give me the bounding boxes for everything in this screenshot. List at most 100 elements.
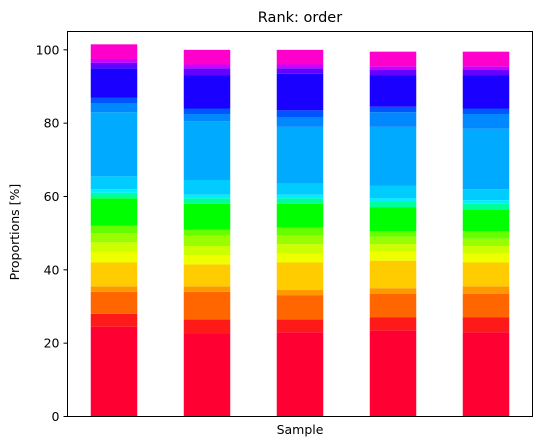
bar-segment-5-3 (462, 293, 510, 318)
bar-segment-2-5 (183, 264, 231, 287)
bar-segment-4-9 (369, 231, 417, 237)
bar-segment-5-13 (462, 189, 510, 201)
bar-segment-5-14 (462, 128, 510, 190)
bar-segment-5-7 (462, 246, 510, 254)
bar-segment-2-20 (183, 49, 231, 65)
bar-segment-2-18 (183, 68, 231, 76)
bar-segment-1-16 (90, 97, 138, 103)
bar-segment-1-7 (90, 242, 138, 252)
bar-segment-1-4 (90, 286, 138, 292)
bar-segment-2-13 (183, 180, 231, 195)
bar-segment-3-8 (276, 235, 324, 245)
bar-segment-4-15 (369, 112, 417, 127)
bar-segment-5-8 (462, 238, 510, 246)
y-tick-label: 100 (36, 42, 60, 57)
bar-segment-2-17 (183, 75, 231, 109)
bar-segment-2-7 (183, 246, 231, 256)
plot-frame (67, 31, 533, 417)
bar-segment-2-14 (183, 121, 231, 180)
bar-segment-3-13 (276, 183, 324, 195)
bar-segment-5-17 (462, 75, 510, 109)
bar-segment-2-9 (183, 229, 231, 235)
bar-segment-3-17 (276, 73, 324, 111)
bar-segment-2-2 (183, 319, 231, 334)
bar-segment-1-18 (90, 62, 138, 69)
bar-segment-2-1 (183, 334, 231, 417)
bar-segment-4-7 (369, 244, 417, 252)
bar-segment-4-20 (369, 51, 417, 67)
bar-segment-1-13 (90, 176, 138, 190)
bar-segment-4-8 (369, 236, 417, 245)
bar-segment-1-8 (90, 233, 138, 243)
bar-segment-2-4 (183, 286, 231, 292)
bar-segment-3-9 (276, 227, 324, 235)
bar-segment-3-14 (276, 126, 324, 184)
bar-segment-3-16 (276, 110, 324, 118)
bar-segment-2-12 (183, 194, 231, 199)
bar-segment-2-16 (183, 108, 231, 114)
bar-segment-3-5 (276, 262, 324, 290)
bar-segment-4-14 (369, 126, 417, 186)
bar-segment-1-9 (90, 225, 138, 234)
bar-segment-3-15 (276, 117, 324, 127)
bar-segment-5-11 (462, 203, 510, 210)
bar-segment-3-19 (276, 64, 324, 69)
y-axis-label: Proportions [%] (7, 184, 22, 281)
bar-segment-1-15 (90, 103, 138, 113)
y-tick-label: 0 (52, 409, 60, 424)
bar-segment-4-6 (369, 251, 417, 261)
bar-segment-2-15 (183, 114, 231, 122)
bar-segment-4-13 (369, 185, 417, 199)
y-ticks-group: 0 20 40 60 80 100 (36, 42, 68, 424)
x-axis-label: Sample (277, 422, 324, 437)
bar-segment-3-1 (276, 332, 324, 417)
bar-segment-3-18 (276, 68, 324, 74)
bar-segment-1-11 (90, 192, 138, 199)
bar-segment-5-2 (462, 317, 510, 333)
bar-segment-4-4 (369, 288, 417, 294)
bar-segment-5-16 (462, 108, 510, 114)
bar-segment-4-3 (369, 293, 417, 318)
bar-segment-1-20 (90, 44, 138, 59)
bar-segment-5-4 (462, 286, 510, 294)
bar-segment-5-9 (462, 231, 510, 239)
bar-segment-2-3 (183, 291, 231, 320)
bar-segment-2-8 (183, 235, 231, 246)
bar-segment-1-10 (90, 198, 138, 226)
y-tick-label: 60 (44, 189, 60, 204)
bar-segment-5-1 (462, 332, 510, 417)
bar-segment-4-19 (369, 66, 417, 70)
bar-segment-3-2 (276, 319, 324, 333)
bars-group (90, 44, 510, 417)
bar-segment-3-4 (276, 290, 324, 296)
bar-segment-4-11 (369, 202, 417, 208)
bar-segment-2-19 (183, 64, 231, 69)
bar-segment-2-10 (183, 203, 231, 230)
bar-segment-5-12 (462, 200, 510, 204)
bar-segment-1-17 (90, 68, 138, 98)
bar-segment-4-12 (369, 198, 417, 202)
bar-segment-5-19 (462, 66, 510, 70)
bar-segment-2-6 (183, 255, 231, 265)
bar-segment-4-5 (369, 260, 417, 289)
bar-segment-3-11 (276, 198, 324, 204)
chart-title: Rank: order (258, 10, 342, 26)
bar-segment-5-15 (462, 114, 510, 129)
bar-segment-1-12 (90, 189, 138, 193)
bar-segment-5-10 (462, 209, 510, 232)
bar-segment-3-10 (276, 203, 324, 228)
bar-segment-1-1 (90, 326, 138, 417)
bar-segment-1-6 (90, 251, 138, 263)
bar-segment-5-6 (462, 253, 510, 263)
bar-segment-3-7 (276, 244, 324, 254)
bar-segment-1-2 (90, 313, 138, 327)
bar-segment-4-2 (369, 317, 417, 331)
bar-segment-3-12 (276, 194, 324, 199)
bar-segment-2-11 (183, 198, 231, 204)
bar-segment-4-18 (369, 70, 417, 76)
bar-segment-1-3 (90, 291, 138, 314)
bar-segment-3-20 (276, 49, 324, 65)
bar-segment-1-5 (90, 262, 138, 287)
y-tick-label: 80 (44, 116, 60, 131)
